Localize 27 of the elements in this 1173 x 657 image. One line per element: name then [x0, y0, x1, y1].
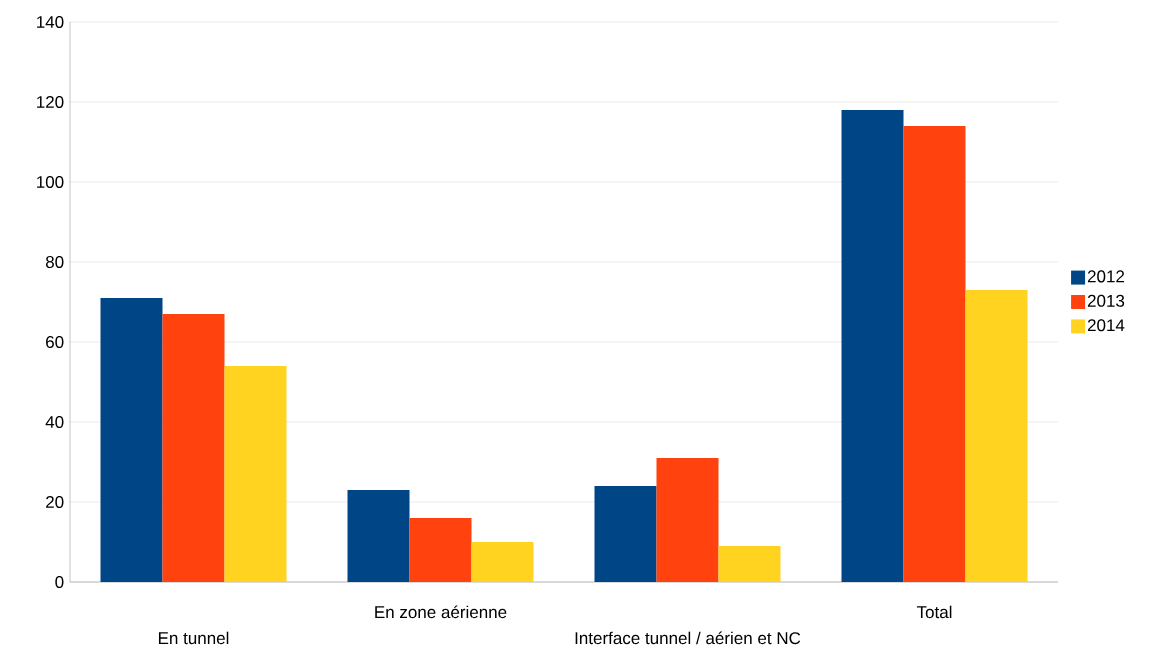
bar — [224, 366, 287, 582]
bar — [162, 314, 225, 582]
y-tick-label: 100 — [37, 175, 64, 189]
bar — [656, 458, 719, 582]
x-tick-label: En tunnel — [158, 631, 229, 645]
bar — [594, 486, 657, 582]
x-tick-label: Interface tunnel / aérien et NC — [575, 631, 801, 645]
bar — [100, 298, 163, 582]
legend-label: 2014 — [1087, 319, 1125, 332]
x-tick-label: En zone aérienne — [375, 605, 507, 619]
bar — [965, 290, 1028, 582]
y-tick-label: 20 — [46, 495, 64, 509]
y-tick-label: 80 — [45, 255, 64, 269]
y-tick-label: 0 — [55, 575, 64, 589]
y-tick-label: 60 — [46, 335, 64, 349]
y-tick-label: 40 — [45, 415, 64, 429]
legend-label: 2013 — [1087, 294, 1125, 307]
y-tick-label: 120 — [37, 95, 64, 109]
y-tick-label: 140 — [37, 15, 64, 29]
x-tick-label: Total — [916, 605, 952, 619]
bar — [841, 110, 904, 582]
bar — [718, 546, 781, 582]
bar — [903, 126, 966, 582]
bar — [471, 542, 534, 582]
legend-label: 2012 — [1087, 270, 1125, 283]
bar — [347, 490, 410, 582]
bar — [409, 518, 472, 582]
